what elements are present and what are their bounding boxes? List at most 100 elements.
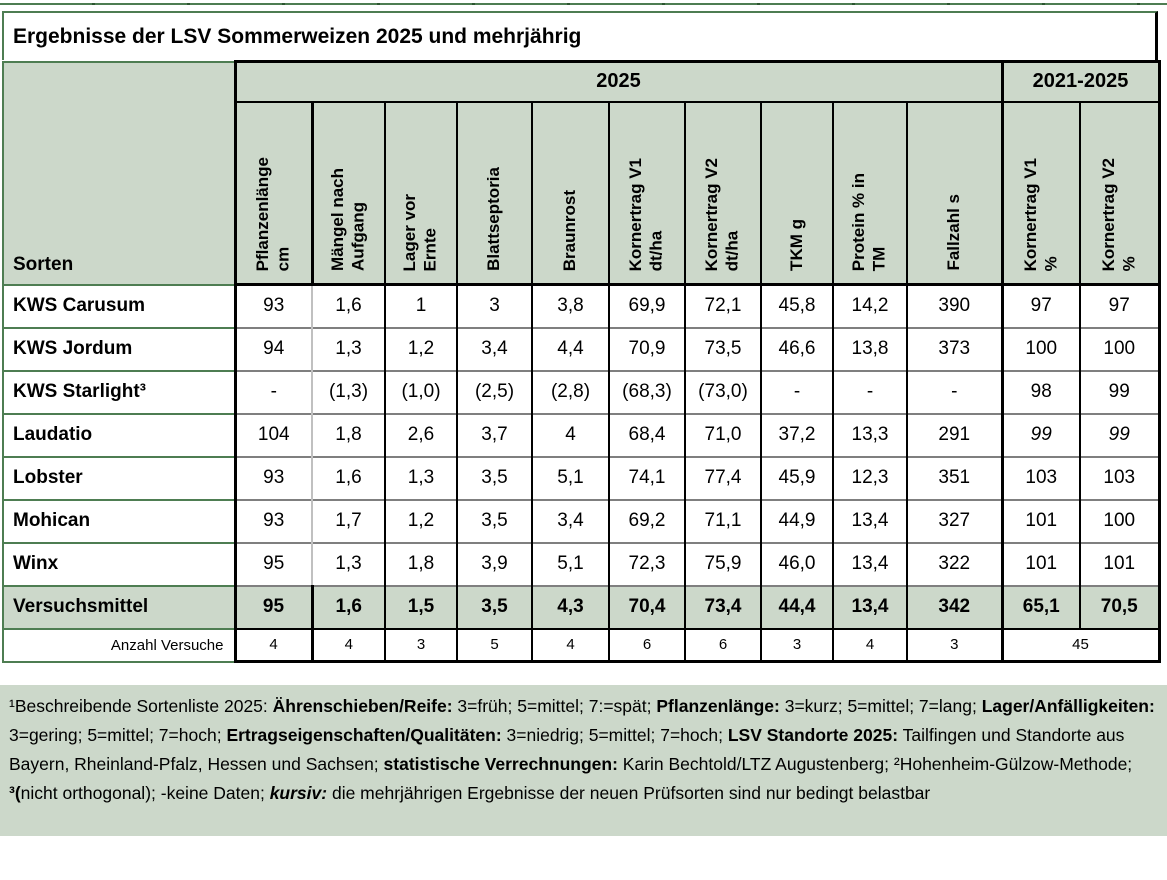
count-cell: 3 <box>760 627 833 663</box>
count-cell: 6 <box>608 627 685 663</box>
footnote-segment: Karin Bechtold/LTZ Augustenberg; ²Hohenh… <box>617 754 1133 774</box>
value-cell: 3,5 <box>456 455 532 500</box>
column-header-label: Protein % in TM <box>849 172 889 271</box>
row-label: KWS Jordum <box>2 326 235 371</box>
count-cell: 4 <box>233 627 312 663</box>
row-label: KWS Starlight³ <box>2 369 235 414</box>
count-row-label: Anzahl Versuche <box>2 627 235 663</box>
footnote-segment: Ertragseigenschaften/Qualitäten: <box>226 725 502 745</box>
value-cell: 44,9 <box>760 498 833 543</box>
footnote-segment: die mehrjährigen Ergebnisse der neuen Pr… <box>327 783 931 803</box>
value-cell: (73,0) <box>684 369 761 414</box>
value-cell: 94 <box>233 326 312 371</box>
value-cell: 93 <box>233 283 312 328</box>
value-cell: 1 <box>384 283 457 328</box>
value-cell: - <box>233 369 312 414</box>
value-cell: 1,7 <box>311 498 385 543</box>
value-cell: 1,2 <box>384 498 457 543</box>
value-cell: 1,3 <box>384 455 457 500</box>
value-cell: 3,4 <box>531 498 609 543</box>
value-cell: (1,3) <box>311 369 385 414</box>
column-header-label: Kornertrag V1 % <box>1020 157 1061 271</box>
value-cell: - <box>906 369 1002 414</box>
footnote-segment: statistische Verrechnungen: <box>383 754 618 774</box>
value-cell: 13,8 <box>832 326 907 371</box>
footnote-segment: Pflanzenlänge: <box>656 696 780 716</box>
value-cell: 3,9 <box>456 541 532 586</box>
value-cell: 70,5 <box>1079 584 1161 629</box>
column-header-m-ngel-nach-aufgang: Mängel nach Aufgang <box>310 100 385 286</box>
value-cell: 100 <box>1000 326 1080 371</box>
value-cell: 77,4 <box>684 455 761 500</box>
table-row-laudatio: Laudatio 104 1,8 2,6 3,7 4 68,4 71,0 37,2 13,3 291… <box>2 412 1161 457</box>
value-cell: 95 <box>233 541 312 586</box>
row-label: Lobster <box>2 455 235 500</box>
value-cell: 1,3 <box>311 326 385 371</box>
value-cell: 103 <box>1000 455 1080 500</box>
count-cell: 5 <box>456 627 532 663</box>
value-cell: 99 <box>1079 412 1161 457</box>
value-cell: 75,9 <box>684 541 761 586</box>
value-cell: 4,4 <box>531 326 609 371</box>
value-cell: 14,2 <box>832 283 907 328</box>
table-row-kws-carusum: KWS Carusum 93 1,6 1 3 3,8 69,9 72,1 45,8 14,2 390… <box>2 283 1161 328</box>
value-cell: 13,3 <box>832 412 907 457</box>
column-header-kornertrag-v2: Kornertrag V2 % <box>1079 100 1161 286</box>
value-cell: 13,4 <box>832 584 907 629</box>
footnote-segment: ³( <box>9 783 21 803</box>
value-cell: 37,2 <box>760 412 833 457</box>
results-table: Sorten 2025 2021-2025 Pflanzenlänge cm Mä… <box>2 60 1161 663</box>
value-cell: 1,3 <box>311 541 385 586</box>
value-cell: 327 <box>906 498 1002 543</box>
value-cell: 351 <box>906 455 1002 500</box>
value-cell: 68,4 <box>608 412 685 457</box>
value-cell: 65,1 <box>1000 584 1080 629</box>
value-cell: 1,8 <box>384 541 457 586</box>
value-cell: 73,5 <box>684 326 761 371</box>
count-cell: 3 <box>384 627 457 663</box>
footnote: ¹Beschreibende Sortenliste 2025: Ährensc… <box>0 685 1167 836</box>
count-row: Anzahl Versuche 4 4 3 5 4 6 6 3 4 3 45 <box>2 627 1161 663</box>
value-cell: 342 <box>906 584 1002 629</box>
value-cell: 95 <box>233 584 312 629</box>
row-label: Mohican <box>2 498 235 543</box>
value-cell: 4,3 <box>531 584 609 629</box>
column-header-pflanzenl-nge-cm: Pflanzenlänge cm <box>233 100 312 286</box>
column-header-label: Kornertrag V1 dt/ha <box>626 157 666 271</box>
footnote-segment: Tailfingen und Standorte aus Bayern, Rhe… <box>9 725 1125 774</box>
row-label: Versuchsmittel <box>2 584 235 629</box>
value-cell: 70,4 <box>608 584 685 629</box>
value-cell: 93 <box>233 498 312 543</box>
value-cell: 3 <box>456 283 532 328</box>
column-header-label: Mängel nach Aufgang <box>328 168 368 271</box>
value-cell: 74,1 <box>608 455 685 500</box>
column-header-label: Braunrost <box>560 189 580 271</box>
value-cell: 93 <box>233 455 312 500</box>
count-cell: 4 <box>310 627 385 663</box>
page-title: Ergebnisse der LSV Sommerweizen 2025 und… <box>2 11 1158 60</box>
value-cell: 322 <box>906 541 1002 586</box>
value-cell: 5,1 <box>531 455 609 500</box>
value-cell: 45,8 <box>760 283 833 328</box>
column-header-label: Pflanzenlänge cm <box>252 156 293 271</box>
footnote-segment: 3=niedrig; 5=mittel; 7=hoch; <box>501 725 728 745</box>
value-cell: 1,8 <box>311 412 385 457</box>
footnote-segment: LSV Standorte 2025: <box>727 725 899 745</box>
value-cell: 1,6 <box>311 283 385 328</box>
year-group-row: Sorten 2025 2021-2025 <box>2 60 1161 286</box>
table-row-mohican: Mohican 93 1,7 1,2 3,5 3,4 69,2 71,1 44,9 13,4 327… <box>2 498 1161 543</box>
value-cell: 97 <box>1000 283 1080 328</box>
value-cell: 291 <box>906 412 1002 457</box>
value-cell: 70,9 <box>608 326 685 371</box>
value-cell: - <box>760 369 833 414</box>
column-header-label: TKM g <box>786 219 806 271</box>
value-cell: 46,6 <box>760 326 833 371</box>
column-header-kornertrag-v1-dt-ha: Kornertrag V1 dt/ha <box>608 100 685 286</box>
footnote-segment: Lager/Anfälligkeiten: <box>981 696 1155 716</box>
column-header-label: Blattseptoria <box>484 167 504 271</box>
value-cell: 69,2 <box>608 498 685 543</box>
value-cell: 100 <box>1079 498 1161 543</box>
value-cell: 373 <box>906 326 1002 371</box>
year-group-2021-2025: 2021-2025 <box>1002 60 1161 103</box>
column-header-lager-vor-ernte: Lager vor Ernte <box>384 100 457 286</box>
